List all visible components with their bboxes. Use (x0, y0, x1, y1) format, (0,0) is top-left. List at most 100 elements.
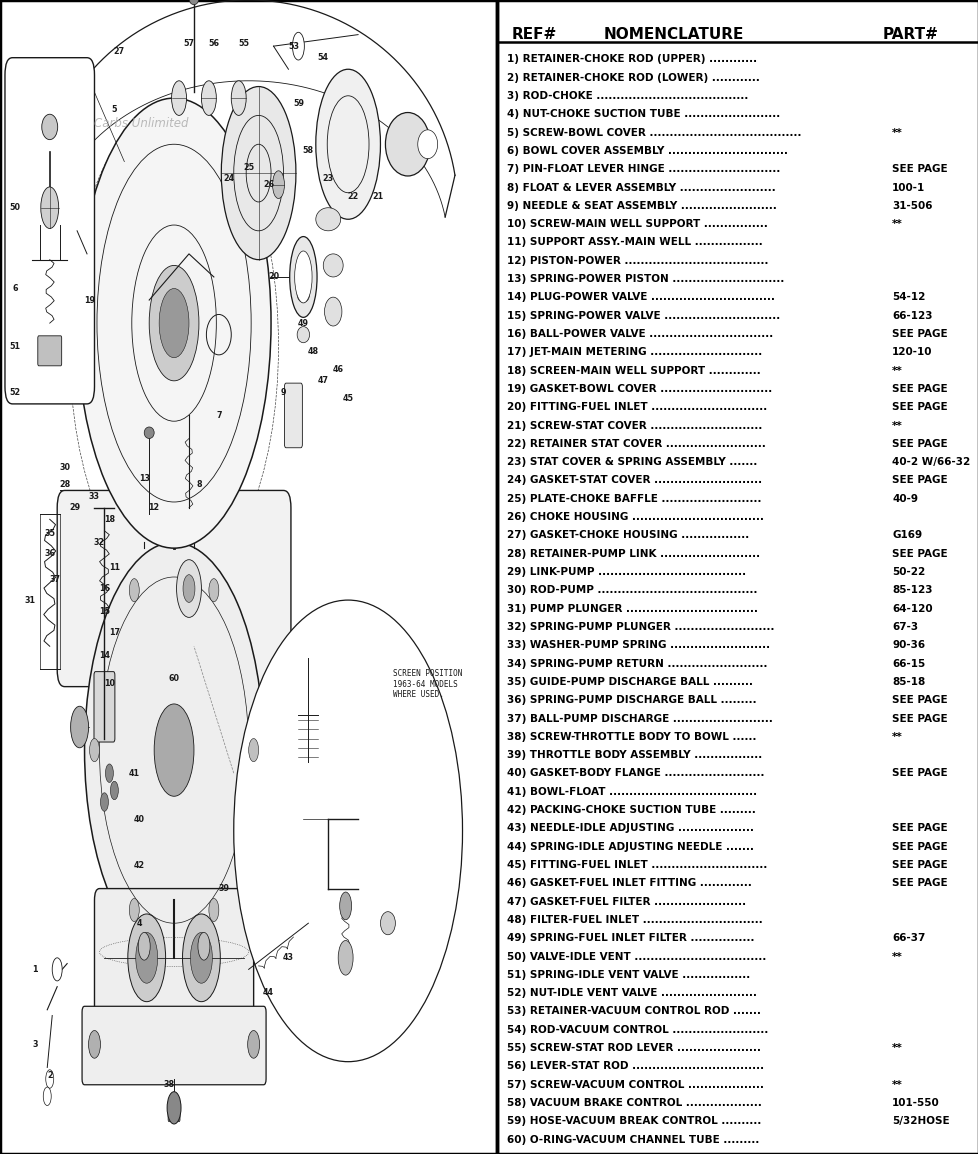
Text: 85-123: 85-123 (891, 585, 932, 595)
Text: 9: 9 (281, 388, 286, 397)
Circle shape (154, 704, 194, 796)
Text: 66-37: 66-37 (891, 934, 925, 943)
Circle shape (208, 899, 219, 922)
Text: 49) SPRING-FUEL INLET FILTER ................: 49) SPRING-FUEL INLET FILTER ...........… (507, 934, 754, 943)
Circle shape (171, 81, 187, 115)
Text: 120-10: 120-10 (891, 347, 932, 358)
Text: 50) VALVE-IDLE VENT .................................: 50) VALVE-IDLE VENT ....................… (507, 952, 766, 961)
Text: Carbs Unlimited: Carbs Unlimited (95, 117, 189, 130)
Ellipse shape (294, 250, 312, 304)
Circle shape (221, 87, 295, 260)
Text: 7) PIN-FLOAT LEVER HINGE ............................: 7) PIN-FLOAT LEVER HINGE ...............… (507, 164, 779, 174)
Text: 11: 11 (109, 563, 119, 572)
FancyBboxPatch shape (38, 336, 62, 366)
Circle shape (198, 932, 209, 960)
Text: SEE PAGE: SEE PAGE (891, 439, 947, 449)
Circle shape (89, 739, 100, 762)
Circle shape (183, 575, 195, 602)
Text: 41: 41 (129, 769, 140, 778)
Text: 1: 1 (32, 965, 37, 974)
Circle shape (129, 578, 139, 601)
Text: 52: 52 (10, 388, 21, 397)
Text: 19) GASKET-BOWL COVER ............................: 19) GASKET-BOWL COVER ..................… (507, 384, 772, 394)
Ellipse shape (380, 912, 395, 935)
Circle shape (52, 958, 63, 981)
Text: 53) RETAINER-VACUUM CONTROL ROD .......: 53) RETAINER-VACUUM CONTROL ROD ....... (507, 1006, 760, 1017)
Text: REF#: REF# (511, 27, 556, 42)
Text: 31-506: 31-506 (891, 201, 932, 211)
Text: 47: 47 (318, 376, 329, 385)
Text: SEE PAGE: SEE PAGE (891, 878, 947, 889)
Text: 30) ROD-PUMP ........................................: 30) ROD-PUMP ...........................… (507, 585, 757, 595)
FancyBboxPatch shape (57, 490, 290, 687)
Text: 11) SUPPORT ASSY.-MAIN WELL .................: 11) SUPPORT ASSY.-MAIN WELL ............… (507, 238, 762, 247)
Text: NOMENCLATURE: NOMENCLATURE (602, 27, 743, 42)
Text: 20) FITTING-FUEL INLET .............................: 20) FITTING-FUEL INLET .................… (507, 403, 767, 412)
Text: 42) PACKING-CHOKE SUCTION TUBE .........: 42) PACKING-CHOKE SUCTION TUBE ......... (507, 805, 755, 815)
Text: 37: 37 (49, 575, 60, 584)
Text: SEE PAGE: SEE PAGE (891, 384, 947, 394)
Text: 48) FILTER-FUEL INLET ..............................: 48) FILTER-FUEL INLET ..................… (507, 915, 762, 924)
Circle shape (248, 739, 258, 762)
Text: 54-12: 54-12 (891, 292, 925, 302)
Text: **: ** (891, 732, 902, 742)
Circle shape (339, 892, 351, 920)
Text: 23: 23 (323, 174, 333, 183)
Text: 60) O-RING-VACUUM CHANNEL TUBE .........: 60) O-RING-VACUUM CHANNEL TUBE ......... (507, 1134, 759, 1145)
Text: 7: 7 (216, 411, 221, 420)
Text: **: ** (891, 1080, 902, 1089)
Ellipse shape (324, 298, 341, 327)
Text: 16: 16 (99, 584, 110, 593)
Text: **: ** (891, 219, 902, 230)
Text: SEE PAGE: SEE PAGE (891, 475, 947, 486)
Text: **: ** (891, 420, 902, 430)
Circle shape (316, 69, 380, 219)
Text: 36) SPRING-PUMP DISCHARGE BALL .........: 36) SPRING-PUMP DISCHARGE BALL ......... (507, 695, 756, 705)
Text: 14) PLUG-POWER VALVE ...............................: 14) PLUG-POWER VALVE ...................… (507, 292, 775, 302)
Text: 2) RETAINER-CHOKE ROD (LOWER) ............: 2) RETAINER-CHOKE ROD (LOWER) ..........… (507, 73, 759, 83)
Text: 67-3: 67-3 (891, 622, 917, 632)
Text: 33: 33 (89, 492, 100, 501)
Text: 52) NUT-IDLE VENT VALVE ........................: 52) NUT-IDLE VENT VALVE ................… (507, 988, 756, 998)
Text: 13: 13 (139, 474, 150, 484)
Text: 25: 25 (243, 163, 254, 172)
Text: 23) STAT COVER & SPRING ASSEMBLY .......: 23) STAT COVER & SPRING ASSEMBLY ....... (507, 457, 757, 467)
Text: 58: 58 (302, 145, 314, 155)
Text: 46) GASKET-FUEL INLET FITTING .............: 46) GASKET-FUEL INLET FITTING ..........… (507, 878, 751, 889)
Text: 2: 2 (47, 1071, 53, 1080)
Text: 13) SPRING-POWER PISTON ............................: 13) SPRING-POWER PISTON ................… (507, 273, 783, 284)
Text: 56: 56 (208, 39, 219, 48)
Text: 50: 50 (10, 203, 21, 212)
Text: 40-2 W/66-32: 40-2 W/66-32 (891, 457, 969, 467)
Text: 3: 3 (32, 1040, 37, 1049)
Text: 38) SCREW-THROTTLE BODY TO BOWL ......: 38) SCREW-THROTTLE BODY TO BOWL ...... (507, 732, 756, 742)
Text: 8) FLOAT & LEVER ASSEMBLY ........................: 8) FLOAT & LEVER ASSEMBLY ..............… (507, 182, 775, 193)
Text: SCREEN POSITION
1963-64 MODELS
WHERE USED.: SCREEN POSITION 1963-64 MODELS WHERE USE… (392, 669, 462, 699)
Text: 4: 4 (136, 919, 142, 928)
Text: 21) SCREW-STAT COVER ............................: 21) SCREW-STAT COVER ...................… (507, 420, 762, 430)
Text: 20: 20 (268, 272, 279, 282)
Text: 54: 54 (318, 53, 329, 62)
Text: 25) PLATE-CHOKE BAFFLE .........................: 25) PLATE-CHOKE BAFFLE .................… (507, 494, 761, 504)
Text: SEE PAGE: SEE PAGE (891, 164, 947, 174)
Circle shape (128, 914, 165, 1002)
Circle shape (88, 1031, 101, 1058)
Ellipse shape (289, 237, 317, 317)
Text: 33) WASHER-PUMP SPRING .........................: 33) WASHER-PUMP SPRING .................… (507, 640, 770, 650)
Text: SEE PAGE: SEE PAGE (891, 823, 947, 833)
Text: 45: 45 (342, 394, 353, 403)
Text: 66-123: 66-123 (891, 310, 932, 321)
Text: 39) THROTTLE BODY ASSEMBLY .................: 39) THROTTLE BODY ASSEMBLY .............… (507, 750, 762, 760)
Circle shape (46, 1070, 54, 1088)
Circle shape (247, 1031, 259, 1058)
Text: 28: 28 (59, 480, 70, 489)
Text: 64-120: 64-120 (891, 604, 932, 614)
Circle shape (129, 899, 139, 922)
Text: 22: 22 (347, 192, 358, 201)
Text: 4) NUT-CHOKE SUCTION TUBE ........................: 4) NUT-CHOKE SUCTION TUBE ..............… (507, 110, 779, 119)
Text: 32) SPRING-PUMP PLUNGER .........................: 32) SPRING-PUMP PLUNGER ................… (507, 622, 774, 632)
Text: 38: 38 (163, 1080, 174, 1089)
Text: 31: 31 (24, 595, 35, 605)
Text: 35) GUIDE-PUMP DISCHARGE BALL ..........: 35) GUIDE-PUMP DISCHARGE BALL .......... (507, 677, 752, 687)
Text: 101-550: 101-550 (891, 1097, 939, 1108)
